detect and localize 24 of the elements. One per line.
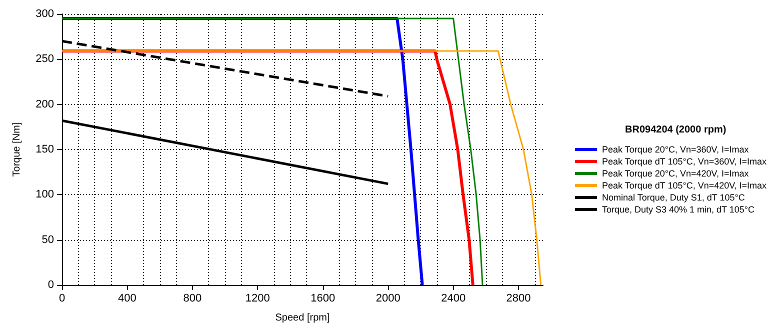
x-axis-title: Speed [rpm]: [275, 312, 330, 324]
legend-label: Torque, Duty S3 40% 1 min, dT 105°C: [602, 204, 756, 214]
x-tick-label: 0: [58, 292, 66, 304]
legend-label: Peak Torque dT 105°C, Vn=420V, I=Imax: [602, 180, 768, 190]
y-tick-label: 150: [36, 144, 54, 156]
y-tick-label: 300: [36, 8, 54, 20]
x-tick-label: 400: [118, 292, 136, 304]
legend-label: Peak Torque 20°C, Vn=360V, I=Imax: [602, 144, 750, 154]
y-axis-title: Torque [Nm]: [12, 122, 22, 177]
y-tick-label: 250: [36, 53, 54, 66]
x-tick-label: 800: [183, 292, 202, 304]
legend-label: Peak Torque 20°C, Vn=420V, I=Imax: [602, 168, 750, 178]
y-tick-label: 200: [36, 98, 54, 110]
legend-title: BR094204 (2000 rpm): [625, 124, 726, 136]
x-tick-label: 1600: [310, 292, 336, 304]
y-tick-label: 0: [48, 279, 54, 291]
x-tick-label: 2400: [441, 292, 466, 304]
y-tick-label: 50: [42, 234, 54, 246]
x-tick-label: 2000: [376, 292, 400, 304]
x-tick-label: 2800: [506, 292, 531, 304]
y-tick-label: 100: [36, 188, 54, 201]
x-tick-label: 1200: [245, 292, 270, 304]
legend-label: Nominal Torque, Duty S1, dT 105°C: [602, 192, 746, 202]
legend-label: Peak Torque dT 105°C, Vn=360V, I=Imax: [602, 156, 768, 166]
